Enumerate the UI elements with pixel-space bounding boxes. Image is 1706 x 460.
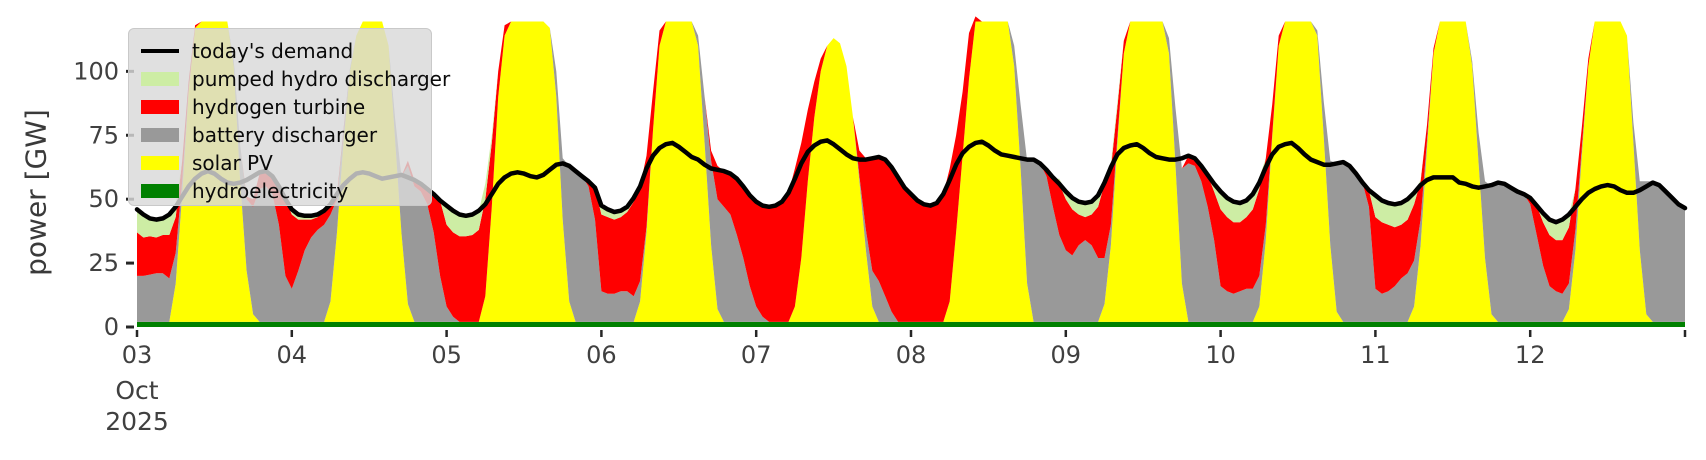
x-tick-label: 05: [431, 341, 462, 369]
legend-label: pumped hydro discharger: [192, 67, 451, 91]
legend-item-demand: today's demand: [141, 37, 431, 65]
y-tick-label: 0: [104, 313, 119, 341]
stack-area-battery-discharger: [137, 21, 1685, 322]
legend-item-solar: solar PV: [141, 149, 431, 177]
stack-area-hydrogen-turbine: [137, 16, 1685, 322]
legend-swatch-solar: [141, 156, 179, 170]
x-tick-label: 12: [1515, 341, 1546, 369]
x-tick-label: 11: [1360, 341, 1391, 369]
legend-item-hydroelectricity: hydroelectricity: [141, 177, 431, 205]
x-tick-label: 09: [1051, 341, 1082, 369]
stack-area-solar-pv: [137, 21, 1685, 322]
legend-label: battery discharger: [192, 123, 378, 147]
legend-label: today's demand: [192, 39, 354, 63]
x-tick-label: 03: [122, 341, 153, 369]
legend-item-pumped-hydro: pumped hydro discharger: [141, 65, 450, 93]
legend-swatch-pumped-hydro: [141, 72, 179, 86]
legend-item-hydrogen: hydrogen turbine: [141, 93, 431, 121]
y-tick-label: 50: [88, 185, 119, 213]
legend: today's demand pumped hydro discharger h…: [128, 28, 450, 206]
legend-swatch-battery: [141, 128, 179, 142]
x-tick-label: 06: [586, 341, 617, 369]
x-axis-period-label: 2025: [105, 407, 169, 436]
y-axis-ticks: 0 25 50 75 100: [73, 57, 134, 341]
stack-area-hydroelectricity: [137, 321, 1685, 327]
x-tick-label: 07: [741, 341, 772, 369]
demand-line-swatch: [141, 48, 179, 54]
legend-label: hydrogen turbine: [192, 95, 366, 119]
x-axis-period-label: Oct: [115, 376, 158, 405]
x-tick-label: 08: [896, 341, 927, 369]
x-tick-label: 10: [1205, 341, 1236, 369]
x-tick-label: 04: [277, 341, 308, 369]
legend-label: solar PV: [192, 151, 273, 175]
legend-swatch-hydrogen: [141, 100, 179, 114]
legend-swatch-hydroelectricity: [141, 184, 179, 198]
y-tick-label: 75: [88, 121, 119, 149]
y-tick-label: 100: [73, 57, 119, 85]
y-tick-label: 25: [88, 249, 119, 277]
y-axis-label: power [GW]: [19, 109, 53, 276]
legend-item-battery: battery discharger: [141, 121, 431, 149]
legend-label: hydroelectricity: [192, 179, 349, 203]
